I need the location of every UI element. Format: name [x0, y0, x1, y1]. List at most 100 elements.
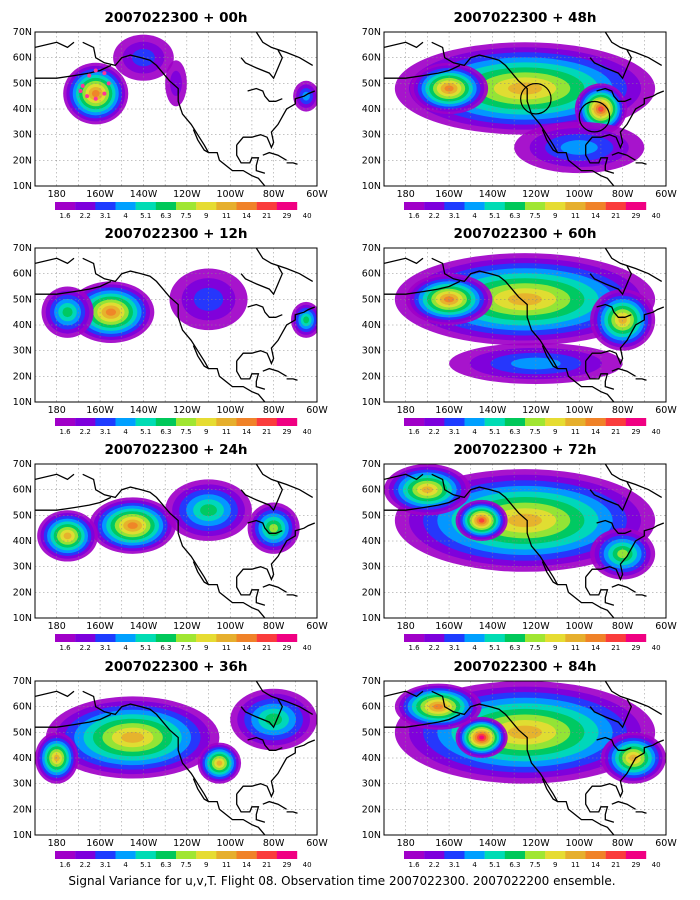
- coastline: [35, 280, 112, 295]
- observation-dot: [85, 94, 90, 99]
- colorbar-label: 2.2: [80, 428, 91, 436]
- lon-tick-label: 140W: [479, 405, 507, 416]
- coastline: [35, 690, 75, 698]
- colorbar-label: 29: [282, 428, 291, 436]
- panel-title: 2007022300 + 36h: [104, 659, 247, 675]
- coastline: [384, 496, 461, 511]
- colorbar-swatch: [55, 634, 76, 642]
- colorbar-swatch: [196, 202, 217, 210]
- coastline: [35, 41, 75, 49]
- colorbar-label: 29: [631, 212, 640, 220]
- colorbar-label: 11: [222, 212, 231, 220]
- lat-tick-label: 70N: [362, 459, 381, 470]
- colorbar-label: 2.2: [429, 861, 440, 869]
- map-frame: [383, 680, 667, 836]
- lon-tick-label: 60W: [306, 838, 328, 849]
- colorbar-label: 1.6: [409, 861, 421, 869]
- colorbar-swatch: [236, 202, 257, 210]
- coastline: [262, 583, 287, 593]
- lon-tick-label: 140W: [479, 189, 507, 200]
- lat-tick-label: 50N: [362, 294, 381, 305]
- lat-tick-label: 50N: [13, 510, 32, 521]
- lon-tick-label: 100W: [216, 838, 244, 849]
- lon-tick-label: 140W: [130, 621, 158, 632]
- coastlines: [384, 681, 665, 835]
- colorbar-swatch: [565, 851, 586, 859]
- grid: [35, 32, 317, 186]
- colorbar-swatch: [464, 851, 485, 859]
- colorbar-label: 21: [262, 644, 271, 652]
- coastlines: [35, 32, 316, 186]
- colorbar-swatch: [545, 634, 566, 642]
- colorbar-swatch: [404, 418, 425, 426]
- colorbar-label: 14: [591, 644, 600, 652]
- colorbar-swatch: [464, 418, 485, 426]
- variance-blob: [560, 140, 598, 155]
- coastline: [635, 594, 647, 597]
- lat-tick-label: 60N: [13, 53, 32, 64]
- coastline: [541, 778, 558, 803]
- colorbar-label: 7.5: [181, 861, 192, 869]
- lat-tick-label: 10N: [13, 830, 32, 841]
- coastline: [286, 378, 298, 381]
- panel-title: 2007022300 + 72h: [453, 442, 596, 458]
- colorbar-swatch: [605, 634, 627, 642]
- variance-blob: [62, 307, 73, 318]
- coastline: [82, 690, 266, 835]
- lon-tick-label: 140W: [130, 838, 158, 849]
- variance-blob: [63, 532, 72, 540]
- map-frame: [34, 463, 318, 619]
- coastline: [255, 248, 314, 282]
- coastline: [585, 576, 615, 606]
- map-frame: [383, 31, 667, 187]
- colorbar-label: 3.1: [100, 428, 111, 436]
- lon-tick-label: 160W: [86, 621, 114, 632]
- colorbar-swatch: [276, 634, 298, 642]
- colorbar-swatch: [135, 418, 157, 426]
- variance-blob: [193, 287, 224, 311]
- colorbar: 1.6 2.2 3.1 4 5.1 6.3 7.5 9 11 14 21 29 40: [55, 634, 312, 652]
- panel-title: 2007022300 + 84h: [453, 659, 596, 675]
- colorbar-swatch: [196, 634, 217, 642]
- coastline: [82, 473, 266, 618]
- colorbar-label: 29: [282, 644, 291, 652]
- variance-blob: [617, 549, 629, 559]
- colorbar-label: 11: [222, 644, 231, 652]
- colorbar-label: 1.6: [409, 428, 421, 436]
- colorbar-swatch: [424, 202, 445, 210]
- colorbar-label: 5.1: [489, 428, 500, 436]
- colorbar-swatch: [484, 851, 506, 859]
- colorbar-label: 4: [123, 644, 128, 652]
- lat-tick-label: 10N: [362, 830, 381, 841]
- coastline: [384, 41, 424, 49]
- colorbar-label: 2.2: [80, 861, 91, 869]
- observation-dot: [80, 83, 85, 88]
- colorbar-label: 11: [222, 428, 231, 436]
- coastline: [247, 87, 283, 102]
- coastline: [384, 64, 461, 79]
- lon-tick-label: 160W: [435, 621, 463, 632]
- lat-tick-label: 20N: [362, 155, 381, 166]
- colorbar-label: 14: [591, 212, 600, 220]
- coastline: [82, 41, 266, 186]
- lat-tick-label: 60N: [362, 702, 381, 713]
- coastline: [384, 713, 461, 728]
- colorbar-swatch: [565, 634, 586, 642]
- coastline: [240, 265, 284, 296]
- colorbar-swatch: [216, 634, 237, 642]
- coastlines: [35, 464, 316, 618]
- colorbar-swatch: [216, 851, 237, 859]
- lon-tick-label: 160W: [86, 405, 114, 416]
- colorbar-swatch: [95, 851, 116, 859]
- lon-tick-label: 100W: [565, 838, 593, 849]
- lat-tick-label: 70N: [362, 27, 381, 38]
- lat-tick-label: 30N: [13, 130, 32, 141]
- colorbar-label: 3.1: [449, 861, 460, 869]
- variance-blob: [303, 316, 310, 324]
- colorbar-swatch: [176, 851, 197, 859]
- lon-tick-label: 80W: [612, 189, 634, 200]
- coastline: [236, 144, 266, 174]
- figure-caption: Signal Variance for u,v,T. Flight 08. Ob…: [68, 874, 615, 888]
- coastline: [431, 473, 615, 618]
